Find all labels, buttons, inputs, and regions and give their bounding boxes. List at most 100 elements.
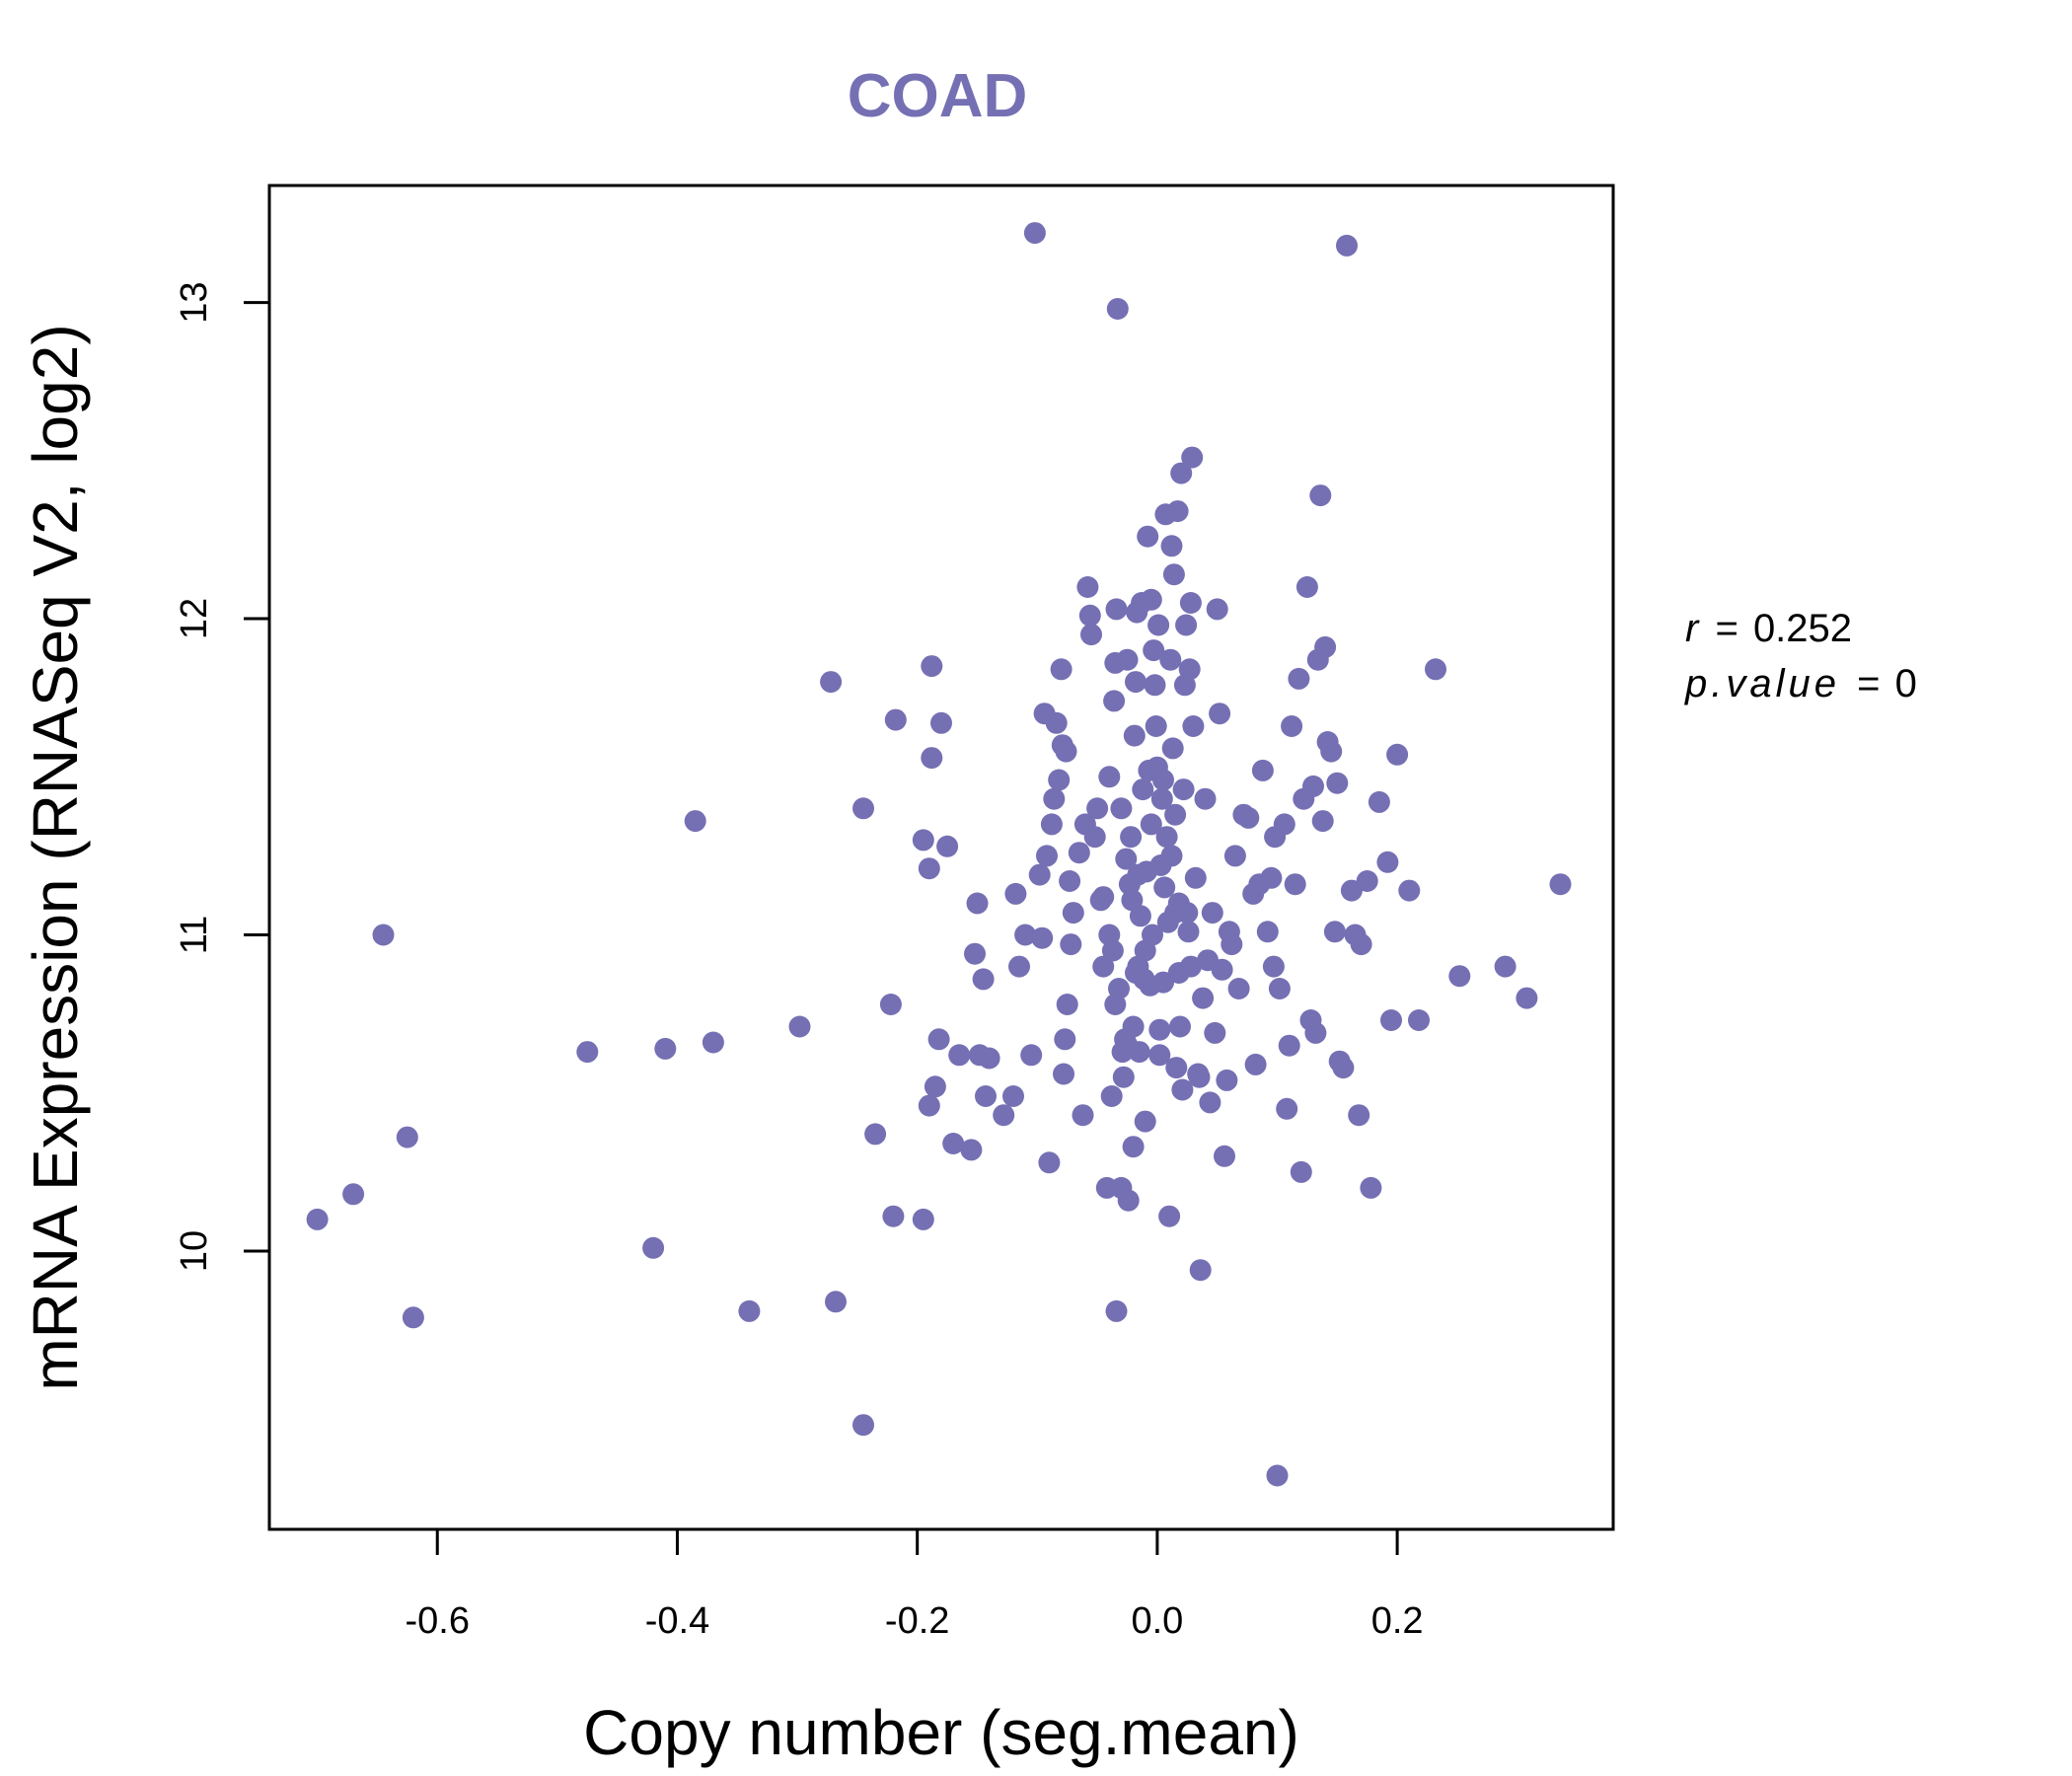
data-point — [1336, 234, 1358, 257]
data-point — [1398, 879, 1421, 902]
p-value: 0 — [1895, 662, 1917, 705]
data-point — [1260, 866, 1283, 889]
data-point — [1408, 1009, 1430, 1031]
data-point — [1110, 797, 1133, 820]
data-point — [1204, 1021, 1226, 1044]
data-point — [1177, 921, 1200, 943]
data-point — [1273, 813, 1295, 836]
data-point — [930, 711, 952, 734]
data-point — [1356, 870, 1378, 892]
data-point — [1020, 1044, 1043, 1067]
data-point — [1164, 803, 1187, 826]
data-point — [1188, 1066, 1211, 1088]
data-point — [1137, 525, 1159, 548]
data-point — [1425, 658, 1446, 681]
data-point — [1140, 813, 1162, 836]
data-point — [702, 1031, 724, 1054]
data-point — [852, 1414, 874, 1437]
data-point — [1092, 886, 1115, 909]
plot-area — [267, 184, 1615, 1531]
data-point — [1129, 905, 1151, 927]
data-point — [942, 1133, 965, 1154]
data-point — [825, 1291, 847, 1313]
data-point — [1386, 743, 1409, 766]
data-point — [978, 1047, 1000, 1070]
data-point — [306, 1208, 329, 1230]
data-point — [396, 1126, 418, 1148]
r-equals-sign: = — [1715, 607, 1738, 650]
data-point — [1172, 778, 1195, 801]
data-point — [921, 655, 943, 678]
data-point — [1050, 658, 1073, 681]
data-point — [1178, 658, 1201, 681]
data-point — [1360, 1176, 1382, 1199]
data-point — [1256, 921, 1279, 943]
data-point — [972, 968, 995, 991]
data-point — [1004, 882, 1027, 905]
data-point — [1290, 1160, 1312, 1183]
data-point — [1160, 845, 1183, 867]
data-point — [879, 994, 902, 1015]
data-point — [1368, 790, 1390, 813]
chart-title: COAD — [848, 62, 1028, 130]
data-point — [1106, 298, 1129, 320]
data-point — [1112, 1066, 1135, 1088]
data-point — [1206, 598, 1228, 621]
data-point — [1311, 810, 1334, 833]
data-point — [1100, 1085, 1123, 1107]
data-point — [1216, 1069, 1238, 1091]
data-point — [1086, 797, 1109, 820]
data-point — [964, 942, 986, 965]
data-point — [1134, 939, 1156, 962]
data-point — [1105, 598, 1128, 621]
data-point — [1054, 1028, 1076, 1051]
data-point — [1278, 1034, 1300, 1057]
data-point — [912, 1208, 934, 1230]
data-point — [927, 1028, 950, 1051]
data-point — [684, 810, 706, 833]
data-point — [1211, 958, 1233, 981]
data-point — [1008, 955, 1030, 978]
y-axis-title: mRNA Expression (RNASeq V2, log2) — [20, 324, 91, 1390]
data-point — [1152, 769, 1174, 791]
x-axis-title: Copy number (seg.mean) — [583, 1697, 1299, 1768]
y-tick-label: 12 — [174, 598, 215, 639]
data-point — [1055, 740, 1077, 763]
data-point — [1048, 769, 1071, 791]
points-layer — [306, 222, 1572, 1487]
data-point — [936, 835, 959, 857]
p-equals-sign: = — [1857, 662, 1880, 705]
data-point — [1221, 933, 1243, 956]
data-point — [1122, 1015, 1145, 1038]
x-tick-label: -0.4 — [645, 1600, 709, 1642]
data-point — [1326, 772, 1349, 794]
data-point — [1122, 1136, 1145, 1158]
data-point — [1117, 1189, 1140, 1212]
data-point — [654, 1037, 677, 1060]
data-point — [576, 1041, 599, 1064]
data-point — [1158, 1205, 1181, 1227]
data-point — [1053, 1063, 1074, 1085]
data-point — [1184, 866, 1207, 889]
correlation-annotation: r = 0.252 p.value = 0 — [1684, 607, 1917, 705]
data-point — [1161, 737, 1184, 760]
data-point — [1028, 863, 1051, 886]
data-point — [1166, 500, 1189, 523]
data-point — [1181, 446, 1204, 469]
data-point — [1002, 1085, 1024, 1107]
data-point — [1549, 873, 1572, 896]
data-point — [1155, 826, 1178, 849]
data-point — [1116, 1034, 1139, 1057]
data-point — [1171, 1078, 1194, 1101]
data-point — [1060, 933, 1082, 956]
data-point — [372, 924, 395, 946]
data-point — [1043, 787, 1066, 810]
data-point — [642, 1236, 665, 1259]
data-point — [1179, 592, 1202, 614]
data-point — [1150, 787, 1173, 810]
data-point — [1104, 994, 1127, 1015]
data-point — [1244, 1053, 1267, 1075]
p-label: p.value — [1684, 662, 1840, 705]
data-point — [884, 708, 907, 731]
